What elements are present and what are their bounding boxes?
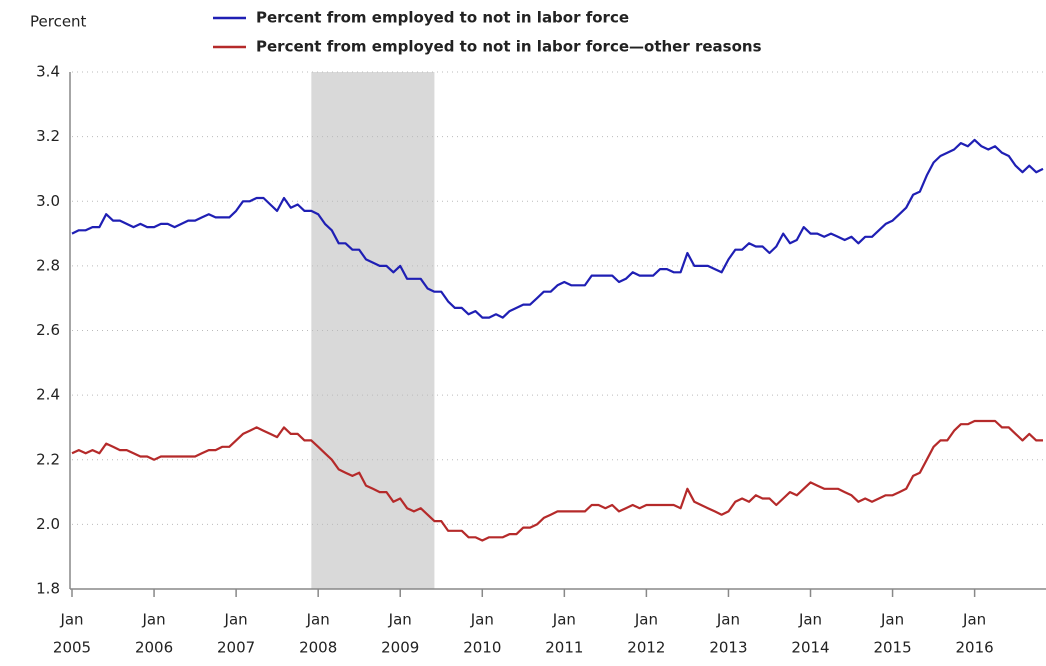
x-tick-label: 2005 <box>53 639 91 657</box>
x-tick-label: Jan <box>470 611 494 629</box>
x-tick-label: 2013 <box>709 639 747 657</box>
x-tick-label: Jan <box>141 611 165 629</box>
x-tick-label: 2010 <box>463 639 501 657</box>
x-tick-label: Jan <box>716 611 740 629</box>
x-tick-label: Jan <box>388 611 412 629</box>
y-tick-label: 2.2 <box>36 450 60 468</box>
y-tick-label: 2.8 <box>36 256 60 274</box>
x-tick-label: 2012 <box>627 639 665 657</box>
y-tick-label: 3.2 <box>36 127 60 145</box>
x-tick-label: Jan <box>59 611 83 629</box>
x-tick-label: Jan <box>224 611 248 629</box>
data-line <box>71 138 1044 319</box>
x-tick-label: 2014 <box>791 639 829 657</box>
data-line <box>71 419 1043 542</box>
y-tick-label: 1.8 <box>36 580 60 598</box>
x-tick-label: Jan <box>962 611 986 629</box>
x-tick-label: 2007 <box>217 639 255 657</box>
y-axis-label: Percent <box>30 13 87 31</box>
x-tick-label: 2016 <box>956 639 994 657</box>
y-tick-label: 2.4 <box>36 386 60 404</box>
x-tick-label: Jan <box>798 611 822 629</box>
y-tick-label: 2.0 <box>36 515 60 533</box>
x-tick-label: Jan <box>880 611 904 629</box>
y-tick-label: 3.0 <box>36 192 60 210</box>
x-tick-label: Jan <box>552 611 576 629</box>
x-tick-label: Jan <box>634 611 658 629</box>
x-tick-label: 2011 <box>545 639 583 657</box>
x-tick-label: 2008 <box>299 639 337 657</box>
legend-label: Percent from employed to not in labor fo… <box>256 38 762 56</box>
legend-label: Percent from employed to not in labor fo… <box>256 9 629 27</box>
x-tick-label: 2006 <box>135 639 173 657</box>
y-tick-label: 3.4 <box>36 63 60 81</box>
x-tick-label: Jan <box>306 611 330 629</box>
y-tick-label: 2.6 <box>36 321 60 339</box>
x-tick-label: 2009 <box>381 639 419 657</box>
x-tick-label: 2015 <box>873 639 911 657</box>
